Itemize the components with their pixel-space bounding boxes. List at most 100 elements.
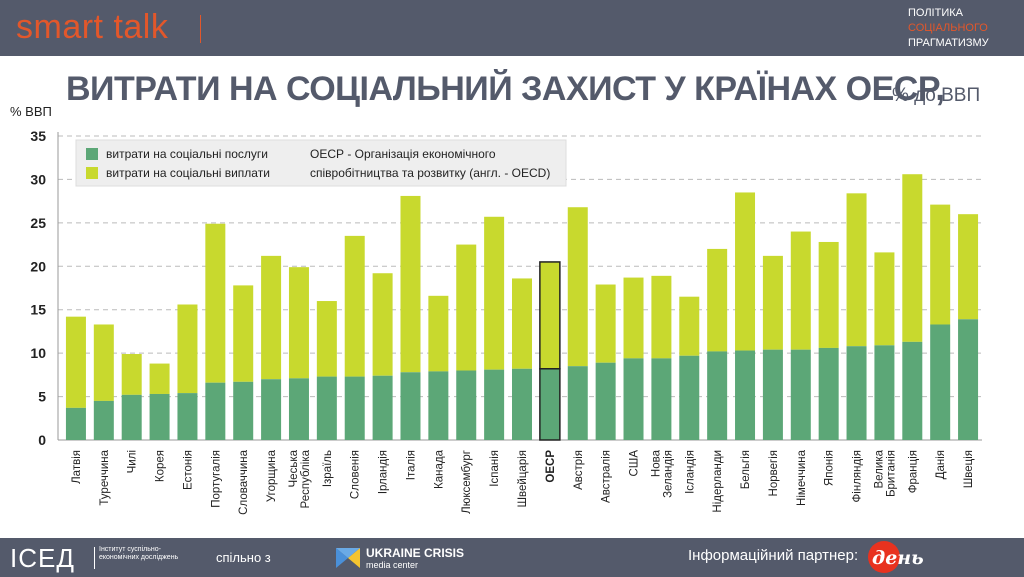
svg-text:Канада: Канада	[433, 449, 445, 489]
legend-box	[75, 139, 567, 187]
svg-text:Люксембург: Люксембург	[461, 450, 473, 514]
svg-text:Словаччина: Словаччина	[238, 449, 250, 514]
bar-payments	[512, 278, 532, 369]
svg-text:Японія: Японія	[824, 450, 836, 486]
brand-divider	[200, 15, 201, 43]
header-bar: smart talk ПОЛІТИКА СОЦІАЛЬНОГО ПРАГМАТИ…	[0, 0, 1024, 56]
y-axis-label: % ВВП	[10, 104, 52, 119]
bar-services	[428, 371, 449, 440]
svg-text:НоваЗеландія: НоваЗеландія	[650, 449, 674, 498]
category-label: Словенія	[350, 450, 362, 499]
category-label: НоваЗеландія	[650, 449, 674, 498]
bar-payments	[874, 252, 895, 346]
category-label: ОЕСР	[545, 450, 557, 483]
category-label: Туреччина	[99, 449, 111, 505]
bar-services	[651, 358, 672, 440]
svg-text:Естонія: Естонія	[182, 450, 194, 490]
stacked-bar-chart: 0 5 10 15 20 25 30 35 Латвія Туреччина Чилі Корея Ес…	[30, 128, 982, 515]
bar-payments	[846, 193, 867, 347]
category-label: Словаччина	[238, 449, 250, 514]
bar-payments	[958, 214, 979, 320]
category-label: США	[629, 450, 641, 477]
bar-services	[567, 366, 588, 440]
category-label: Португалія	[210, 450, 222, 508]
category-label: Данія	[935, 450, 947, 479]
category-label: Німеччина	[796, 449, 808, 506]
bar-payments	[428, 295, 449, 372]
svg-text:Німеччина: Німеччина	[796, 449, 808, 506]
bar-payments	[818, 241, 839, 348]
bar-services	[930, 324, 951, 440]
svg-text:Словенія: Словенія	[350, 450, 362, 499]
bar-payments	[623, 277, 644, 359]
svg-text:ВеликаБританія: ВеликаБританія	[873, 449, 897, 497]
svg-text:Ірландія: Ірландія	[378, 450, 390, 494]
bar-payments	[456, 244, 477, 371]
bar-payments	[177, 304, 198, 394]
category-label: ЧеськаРеспубліка	[288, 449, 312, 508]
bar-services	[958, 319, 979, 440]
bar-services	[65, 407, 86, 440]
bar-payments	[484, 216, 505, 370]
category-label: Іспанія	[489, 450, 501, 487]
svg-text:Латвія: Латвія	[71, 450, 83, 484]
svg-text:Угорщина: Угорщина	[266, 449, 278, 502]
svg-text:ОЕСР: ОЕСР	[545, 450, 557, 483]
bar-payments	[539, 261, 561, 370]
bar-services	[177, 393, 198, 440]
svg-text:Нідерланди: Нідерланди	[712, 450, 724, 513]
bar-payments	[149, 363, 170, 394]
legend-label-services: витрати на соціальні послуги	[106, 147, 268, 161]
bar-services	[735, 350, 756, 440]
iced-subtitle: Інститут суспільно-економічних досліджен…	[99, 546, 179, 561]
iced-logo: ІСЕД	[10, 543, 75, 573]
bar-services	[512, 368, 532, 440]
legend-note-line-1: ОЕСР - Організація економічного	[310, 147, 496, 161]
bar-services	[539, 368, 561, 441]
brand-logo: smart talk	[16, 8, 169, 46]
svg-text:Туреччина: Туреччина	[99, 449, 111, 505]
y-tick-label: 0	[38, 432, 46, 448]
category-label: Австрія	[573, 450, 585, 490]
category-label: Естонія	[182, 450, 194, 490]
category-label: Бельгія	[740, 450, 752, 489]
category-label: Латвія	[71, 450, 83, 484]
bar-payments	[372, 273, 393, 376]
tagline-line-2: СОЦІАЛЬНОГО	[908, 22, 988, 34]
bar-payments	[121, 354, 142, 395]
jointly-label: спільно з	[216, 550, 271, 565]
bar-services	[372, 375, 393, 440]
category-label: Швейцарія	[517, 450, 529, 508]
den-logo-icon: день	[868, 541, 924, 573]
svg-text:Швейцарія: Швейцарія	[517, 450, 529, 508]
svg-text:Норвегія: Норвегія	[768, 450, 780, 496]
bar-payments	[205, 223, 226, 383]
svg-text:ЧеськаРеспубліка: ЧеськаРеспубліка	[288, 449, 312, 508]
bar-services	[149, 393, 170, 440]
svg-text:Чилі: Чилі	[127, 450, 139, 473]
bar-services	[484, 369, 505, 440]
svg-text:Австралія: Австралія	[601, 450, 613, 503]
bar-payments	[679, 296, 700, 356]
bar-payments	[233, 285, 254, 382]
bar-payments	[344, 235, 365, 377]
category-label: Ізраїль	[322, 450, 334, 487]
y-tick-label: 35	[30, 128, 46, 144]
category-label: Фінляндія	[852, 450, 864, 502]
chart-title: ВИТРАТИ НА СОЦІАЛЬНИЙ ЗАХИСТ У КРАЇНАХ О…	[66, 70, 945, 108]
bar-payments	[707, 248, 728, 352]
bar-services	[623, 358, 644, 440]
bar-payments	[567, 207, 588, 367]
ukraine-crisis-sub: media center	[366, 560, 419, 570]
footer-bar: ІСЕД Інститут суспільно-економічних досл…	[0, 538, 1024, 577]
category-label: Угорщина	[266, 449, 278, 502]
ukraine-crisis-logo-icon	[336, 548, 360, 568]
tagline-line-3: ПРАГМАТИЗМУ	[908, 37, 989, 49]
bar-payments	[902, 174, 923, 342]
svg-text:Данія: Данія	[935, 450, 947, 479]
bar-payments	[762, 255, 783, 350]
bar-services	[233, 381, 254, 440]
bar-services	[121, 394, 142, 440]
category-label: Австралія	[601, 450, 613, 503]
bar-payments	[595, 284, 616, 363]
